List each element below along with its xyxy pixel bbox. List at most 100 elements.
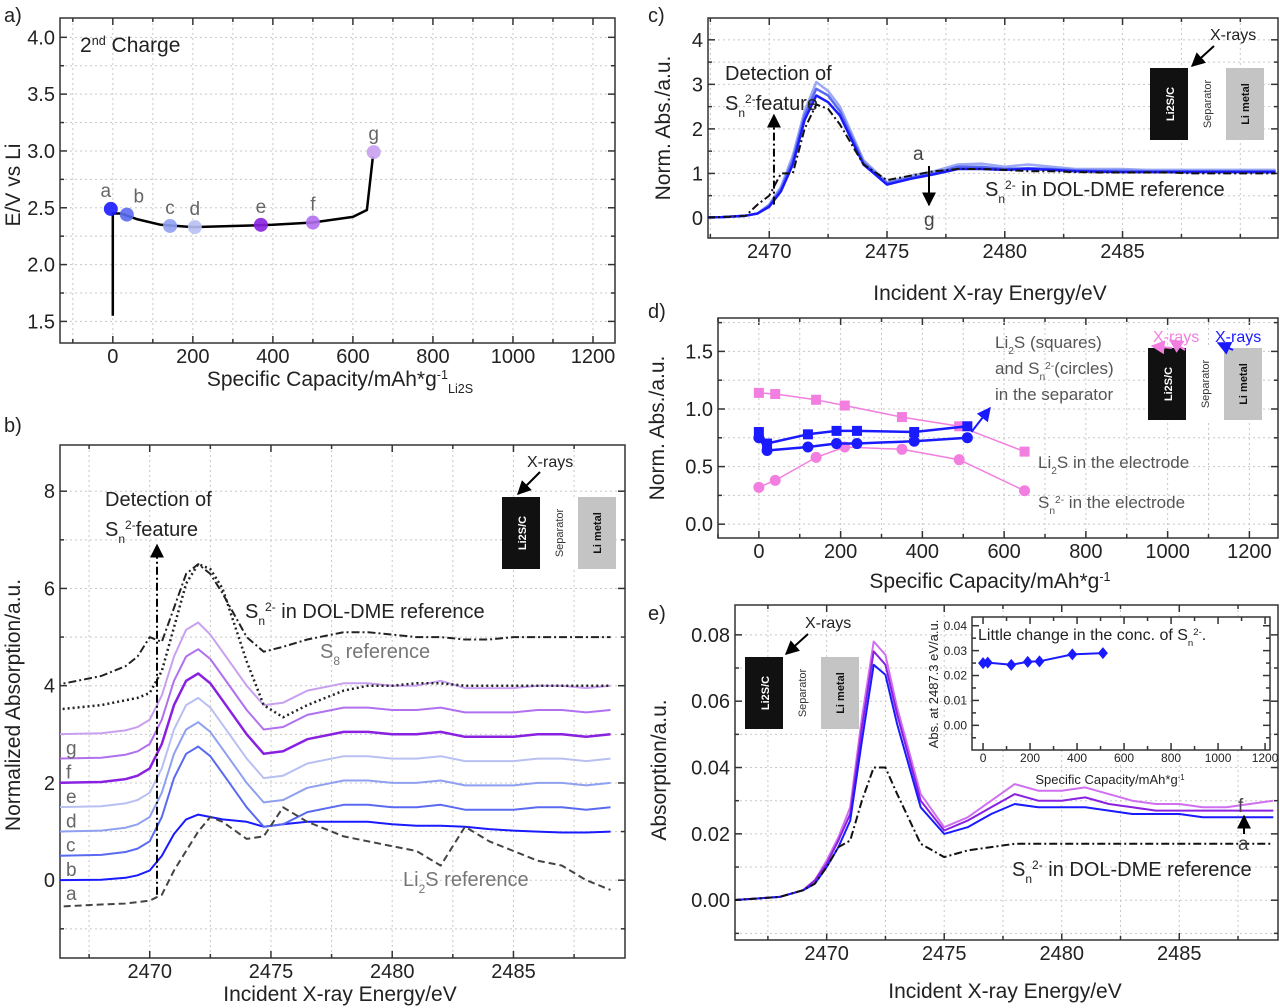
detection-text: Sn2-feature — [725, 92, 818, 120]
point-label: c — [165, 198, 175, 219]
text-segment: 2- — [1045, 361, 1054, 372]
text-segment: S — [105, 519, 118, 541]
panel-label-c: c) — [648, 5, 665, 27]
text-segment: nd — [92, 34, 106, 48]
separator-block — [783, 657, 821, 729]
point-label: b — [134, 187, 145, 208]
text-segment: Incident X-ray Energy/eV — [873, 282, 1106, 305]
data-point-circle — [753, 481, 765, 493]
text-segment: Normalized Absorption/a.u. — [2, 579, 25, 831]
anode-label: Li metal — [1238, 363, 1250, 405]
trend-label-g: g — [924, 210, 935, 231]
separator-label: Separator — [554, 509, 566, 558]
data-point-square — [762, 438, 773, 449]
x-tick-label: 1200 — [1252, 751, 1279, 765]
li2s-reference-label: Li2S reference — [403, 869, 529, 896]
xray-arrow — [784, 633, 809, 655]
y-axis-label: E/V vs Li — [2, 144, 25, 227]
text-segment: 2- — [125, 518, 136, 532]
y-tick-label: 0.00 — [691, 890, 730, 912]
text-segment: -1 — [437, 368, 448, 382]
text-segment: in DOL-DME reference — [1016, 179, 1225, 201]
y-tick-label: 4 — [692, 30, 703, 52]
y-tick-label: 2 — [692, 119, 703, 141]
x-axis-label: Incident X-ray Energy/eV — [888, 980, 1121, 1003]
separator-block — [540, 497, 578, 569]
data-point-a — [103, 201, 118, 216]
y-tick-label: 3.0 — [27, 141, 55, 163]
text-segment: Specific Capacity/mAh*g — [1035, 772, 1177, 787]
data-point-diamond — [1097, 647, 1108, 660]
y-tick-label: 0.04 — [691, 758, 730, 780]
text-segment: Little change in the conc. of S — [978, 627, 1188, 644]
detection-text: Sn2-feature — [105, 518, 198, 546]
cathode-block — [745, 657, 783, 729]
y-tick-label: 0.08 — [691, 625, 730, 647]
plot-frame — [717, 317, 1279, 539]
trend-label-a: a — [913, 144, 924, 165]
y-tick-label: 1.5 — [27, 311, 55, 333]
text-segment: 2 — [1008, 346, 1014, 357]
y-tick-label: 1.5 — [685, 341, 713, 363]
series-line-c — [60, 721, 611, 833]
x-tick-label: 1200 — [571, 346, 616, 368]
cathode-label: Li2S/C — [1165, 87, 1177, 121]
x-tick-label: 2470 — [747, 241, 792, 263]
data-point-square — [909, 427, 920, 438]
text-segment: 2- — [1032, 858, 1043, 872]
dol-dme-reference-label: Sn2- in DOL-DME reference — [985, 178, 1225, 206]
text-segment: S — [1038, 493, 1049, 512]
series-label: d — [66, 811, 77, 832]
text-segment: Incident X-ray Energy/eV — [223, 983, 456, 1006]
y-tick-label: 0.0 — [685, 514, 713, 536]
y-tick-label: 2.0 — [27, 255, 55, 277]
plot-frame — [734, 604, 1279, 941]
y-tick-label: 1 — [692, 163, 703, 185]
data-point-circle — [953, 454, 965, 466]
panel-inset: 0 200 400 600 800 1000 1200 0.00 0.01 0.02 0.03 0.0… — [926, 616, 1279, 787]
text-segment: S — [985, 179, 998, 201]
cathode-label: Li2S/C — [1163, 367, 1175, 401]
x-tick-label: 200 — [176, 346, 209, 368]
data-point-f — [305, 215, 320, 230]
separator-label: Separator — [1202, 80, 1214, 129]
panel-label-d: d) — [648, 301, 666, 323]
x-tick-label: 0 — [980, 751, 987, 765]
x-axis-label: Specific Capacity/mAh*g-1Li2S — [207, 368, 473, 396]
separator-label: Separator — [797, 669, 809, 718]
panel-b: 2470 2475 2480 2485 0 2 4 6 8 Incident X-ray Ener… — [2, 444, 626, 1006]
x-tick-label: 0 — [107, 346, 118, 368]
x-axis-label: Incident X-ray Energy/eV — [223, 983, 456, 1006]
x-tick-label: 2470 — [127, 961, 172, 983]
xrays-label: X-rays — [1210, 27, 1256, 44]
data-point-diamond — [1034, 655, 1045, 668]
anode-block — [821, 657, 859, 729]
plot-frame — [707, 17, 1279, 239]
x-tick-label: 400 — [256, 346, 289, 368]
series-group — [103, 145, 381, 316]
y-tick-label: 1.0 — [685, 399, 713, 421]
anode-block — [1224, 348, 1262, 420]
point-label: f — [310, 195, 316, 216]
panel-label-a: a) — [4, 5, 22, 27]
anode-label: Li metal — [835, 672, 847, 714]
series-line-8 — [60, 562, 611, 719]
text-segment: S (squares) — [1014, 333, 1102, 352]
x-tick-label: 200 — [1020, 751, 1040, 765]
text-segment: S — [725, 93, 738, 115]
text-segment: S — [320, 641, 333, 663]
series-line-d — [60, 696, 611, 809]
separator-annotation: and Sn2-(circles) — [995, 359, 1114, 383]
text-segment: S in the electrode — [1057, 453, 1189, 472]
data-point-e — [253, 217, 268, 232]
plot-frame — [971, 616, 1271, 751]
text-segment: Absorption/a.u. — [648, 699, 671, 840]
trend-label-a: a — [1238, 834, 1249, 855]
anode-label: Li metal — [1240, 83, 1252, 125]
y-tick-label: 2 — [44, 773, 55, 795]
x-tick-label: 2475 — [249, 961, 294, 983]
y-axis-label: Norm. Abs./a.u. — [646, 356, 669, 501]
text-segment: n — [1049, 506, 1055, 517]
y-tick-label: 2.5 — [27, 198, 55, 220]
